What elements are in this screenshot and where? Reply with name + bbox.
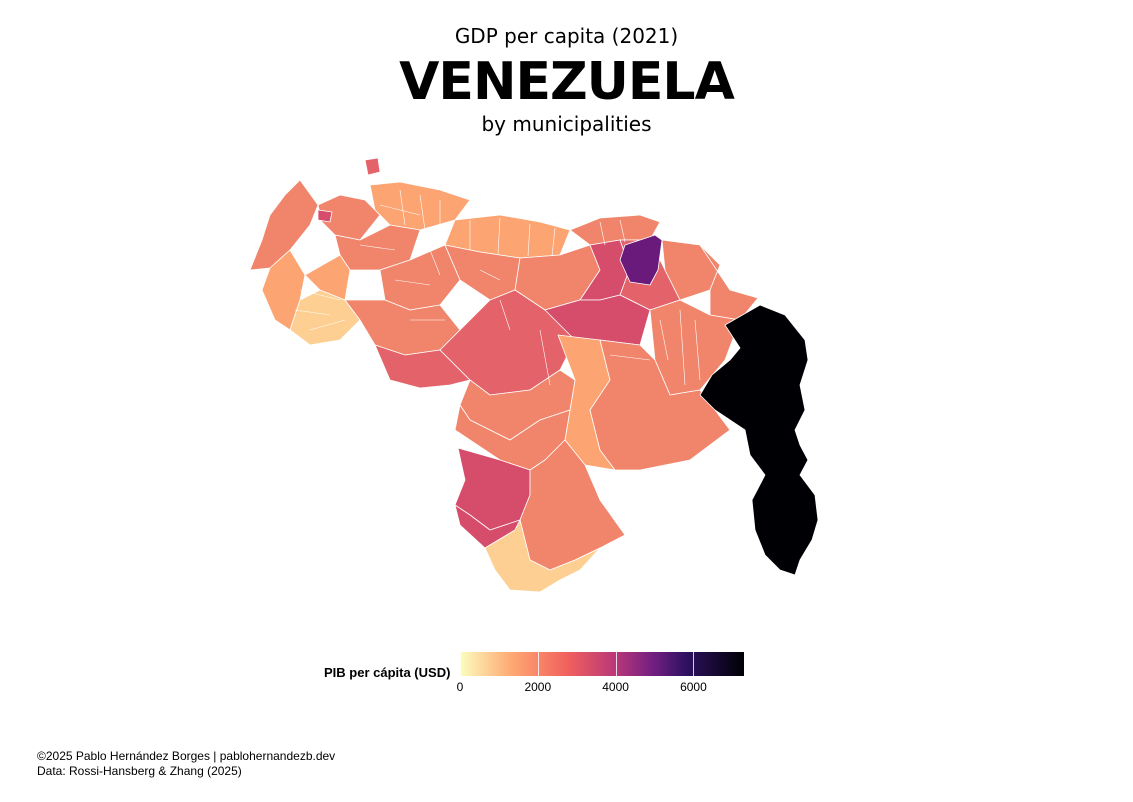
- region-falcon-west: [317, 194, 381, 241]
- legend-tick-label: 4000: [602, 680, 629, 694]
- footer-source: Data: Rossi-Hansberg & Zhang (2025): [37, 764, 242, 778]
- region-trujillo: [304, 254, 351, 301]
- chart-title: VENEZUELA: [399, 52, 735, 112]
- region-monagas-purple: [619, 234, 663, 286]
- municipal-lines: [294, 189, 701, 386]
- region-bolivar-center: [589, 339, 731, 471]
- chart-subtitle-top: GDP per capita (2021): [454, 24, 679, 48]
- legend-tick-mark: [693, 650, 695, 678]
- legend-title: PIB per cápita (USD): [324, 665, 451, 680]
- legend-tick-mark: [537, 650, 539, 678]
- legend-tick-label: 2000: [524, 680, 552, 694]
- region-apure-west: [374, 344, 471, 389]
- legend-tick-mark: [615, 650, 617, 678]
- legend-tick-label: 0: [456, 680, 464, 694]
- chart-subtitle-bottom: by municipalities: [481, 112, 652, 136]
- region-amazonas-south: [484, 519, 601, 593]
- region-zulia-north: [249, 179, 319, 271]
- region-esequiba: [699, 304, 819, 576]
- region-small-pink: [317, 209, 333, 223]
- legend-tick-label: 6000: [680, 680, 707, 694]
- legend-tick-mark: [460, 650, 461, 678]
- legend-colorbar: [460, 652, 744, 676]
- region-falcon-peninsula: [364, 157, 381, 176]
- footer-credit: ©2025 Pablo Hernández Borges | pablohern…: [37, 749, 336, 763]
